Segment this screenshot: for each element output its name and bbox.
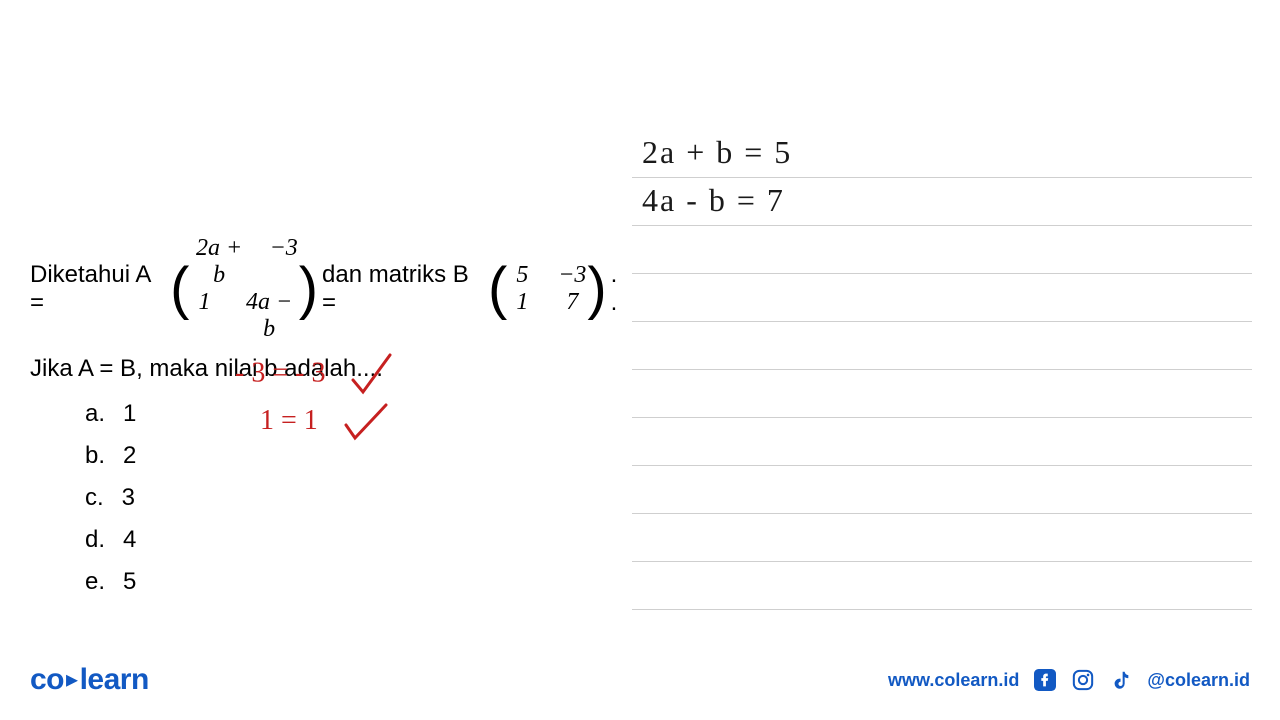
notepad-area: 2a + b = 5 4a - b = 7 (632, 130, 1252, 610)
matrix-a-11: 4a − b (240, 289, 299, 343)
matrix-b-11: 7 (557, 289, 587, 316)
matrix-a-00: 2a + b (190, 235, 249, 289)
option-value: 1 (123, 393, 136, 435)
footer-url: www.colearn.id (888, 670, 1019, 691)
matrix-b: ( 5 −3 1 7 ) (488, 262, 607, 316)
notepad-line (632, 514, 1252, 562)
paren-right: ) (299, 266, 318, 312)
facebook-icon (1033, 668, 1057, 692)
option-value: 5 (123, 561, 136, 603)
notepad-line (632, 562, 1252, 610)
instagram-icon (1071, 668, 1095, 692)
question-mid: dan matriks B = (322, 261, 484, 317)
logo-dot: ▸ (66, 666, 78, 693)
notepad-line (632, 226, 1252, 274)
handwriting-red-eq1: - 3 = - 3 (235, 350, 398, 400)
option-letter: e. (85, 561, 105, 603)
notepad-line (632, 274, 1252, 322)
paren-right: ) (587, 266, 606, 312)
logo: co▸learn (30, 663, 149, 697)
option-letter: d. (85, 519, 105, 561)
notepad-line (632, 418, 1252, 466)
paren-left: ( (170, 266, 189, 312)
question-suffix: . . (611, 261, 630, 317)
matrix-b-00: 5 (507, 262, 537, 289)
notepad-line: 4a - b = 7 (632, 178, 1252, 226)
footer-right: www.colearn.id @colearn.id (888, 668, 1250, 692)
matrix-b-01: −3 (557, 262, 587, 289)
footer: co▸learn www.colearn.id @colearn.id (0, 660, 1280, 700)
notepad-line (632, 466, 1252, 514)
question-line-1: Diketahui A = ( 2a + b −3 1 4a − b ) dan… (30, 235, 630, 343)
check-icon (341, 400, 391, 445)
notepad-line (632, 322, 1252, 370)
matrix-b-10: 1 (507, 289, 537, 316)
option-d: d. 4 (85, 519, 630, 561)
tiktok-icon (1109, 668, 1133, 692)
handwriting-text: - 3 = - 3 (235, 357, 325, 388)
handwriting-red-eq2: 1 = 1 (260, 400, 391, 445)
matrix-a-01: −3 (269, 235, 299, 289)
option-value: 2 (123, 435, 136, 477)
question-prefix: Diketahui A = (30, 261, 166, 317)
handwriting-text: 1 = 1 (260, 405, 318, 436)
option-letter: b. (85, 435, 105, 477)
notepad-line (632, 370, 1252, 418)
option-value: 3 (122, 477, 135, 519)
option-letter: a. (85, 393, 105, 435)
option-value: 4 (123, 519, 136, 561)
option-letter: c. (85, 477, 104, 519)
logo-part1: co (30, 663, 64, 696)
matrix-a: ( 2a + b −3 1 4a − b ) (170, 235, 318, 343)
matrix-a-10: 1 (190, 289, 220, 343)
footer-handle: @colearn.id (1147, 670, 1250, 691)
option-c: c. 3 (85, 477, 630, 519)
handwriting-black-eq2: 4a - b = 7 (642, 182, 785, 219)
notepad-line: 2a + b = 5 (632, 130, 1252, 178)
handwriting-black-eq1: 2a + b = 5 (642, 134, 792, 171)
paren-left: ( (488, 266, 507, 312)
option-e: e. 5 (85, 561, 630, 603)
check-icon (348, 350, 398, 400)
logo-part2: learn (80, 663, 149, 696)
